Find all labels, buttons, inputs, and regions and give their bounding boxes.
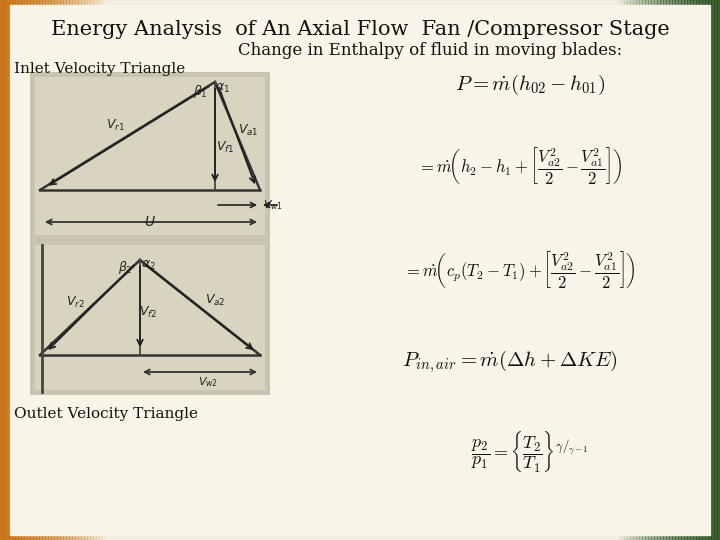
Text: Inlet Velocity Triangle: Inlet Velocity Triangle <box>14 62 185 76</box>
Bar <box>717 0 720 540</box>
Bar <box>639 0 642 540</box>
Text: $V_{w2}$: $V_{w2}$ <box>198 375 218 389</box>
Text: $V_{a2}$: $V_{a2}$ <box>204 293 225 308</box>
Bar <box>51 0 54 540</box>
Bar <box>15 0 18 540</box>
Text: Energy Analysis  of An Axial Flow  Fan /Compressor Stage: Energy Analysis of An Axial Flow Fan /Co… <box>50 20 670 39</box>
Bar <box>615 0 618 540</box>
Bar <box>39 0 42 540</box>
Bar <box>627 0 630 540</box>
Text: Outlet Velocity Triangle: Outlet Velocity Triangle <box>14 407 198 421</box>
Text: $\dfrac{p_2}{p_1} = \left\{\dfrac{T_2}{T_1}\right\}^{\gamma/_{\gamma-1}}$: $\dfrac{p_2}{p_1} = \left\{\dfrac{T_2}{T… <box>471 429 589 475</box>
Bar <box>3 0 6 540</box>
Bar <box>66 0 69 540</box>
Bar <box>35 77 265 235</box>
Bar <box>18 0 21 540</box>
Bar <box>654 0 657 540</box>
Bar <box>96 0 99 540</box>
Bar <box>693 0 696 540</box>
Bar <box>27 0 30 540</box>
Bar <box>6 0 9 540</box>
Text: $V_{f1}$: $V_{f1}$ <box>216 139 234 154</box>
Bar <box>75 0 78 540</box>
Text: $= \dot{m}\!\left( h_2 - h_1 + \left[\dfrac{V_{a2}^2}{2} - \dfrac{V_{a1}^2}{2}\r: $= \dot{m}\!\left( h_2 - h_1 + \left[\df… <box>418 145 622 186</box>
Text: $\beta_1$: $\beta_1$ <box>193 84 207 100</box>
Bar <box>657 0 660 540</box>
Text: $\alpha_1$: $\alpha_1$ <box>215 82 230 94</box>
Bar <box>678 0 681 540</box>
Bar <box>642 0 645 540</box>
Bar <box>669 0 672 540</box>
Bar <box>69 0 72 540</box>
Bar <box>699 0 702 540</box>
Bar <box>87 0 90 540</box>
Text: $V_{r2}$: $V_{r2}$ <box>66 294 84 309</box>
Bar <box>36 0 39 540</box>
Bar <box>696 0 699 540</box>
Bar <box>81 0 84 540</box>
Bar <box>618 0 621 540</box>
Bar <box>54 0 57 540</box>
Bar <box>636 0 639 540</box>
Bar <box>57 0 60 540</box>
Bar <box>35 245 265 390</box>
Bar <box>90 0 93 540</box>
Text: $V_{a1}$: $V_{a1}$ <box>238 123 258 138</box>
Bar <box>42 0 45 540</box>
Bar <box>690 0 693 540</box>
Text: Change in Enthalpy of fluid in moving blades:: Change in Enthalpy of fluid in moving bl… <box>238 42 622 59</box>
Bar <box>711 0 714 540</box>
Text: $V_{r1}$: $V_{r1}$ <box>106 117 125 132</box>
Bar <box>621 0 624 540</box>
Text: $U$: $U$ <box>144 215 156 229</box>
Bar <box>633 0 636 540</box>
Bar <box>30 0 33 540</box>
Bar <box>708 0 711 540</box>
Text: $V_{w1}$: $V_{w1}$ <box>263 198 283 212</box>
Bar <box>93 0 96 540</box>
Bar <box>651 0 654 540</box>
Bar <box>630 0 633 540</box>
Bar <box>645 0 648 540</box>
Bar <box>84 0 87 540</box>
Bar <box>45 0 48 540</box>
Bar <box>21 0 24 540</box>
Bar <box>687 0 690 540</box>
Bar <box>33 0 36 540</box>
Bar <box>681 0 684 540</box>
Bar <box>660 0 663 540</box>
Bar <box>624 0 627 540</box>
Bar <box>648 0 651 540</box>
Bar <box>12 0 15 540</box>
Bar <box>78 0 81 540</box>
Bar <box>666 0 669 540</box>
Bar <box>102 0 105 540</box>
Bar <box>663 0 666 540</box>
Text: $\beta_2$: $\beta_2$ <box>117 260 132 276</box>
Text: $= \dot{m}\!\left( c_p(T_2 - T_1)+\left[\dfrac{V_{a2}^2}{2} - \dfrac{V_{a1}^2}{2: $= \dot{m}\!\left( c_p(T_2 - T_1)+\left[… <box>404 249 636 291</box>
Bar <box>672 0 675 540</box>
Text: $\alpha_2$: $\alpha_2$ <box>140 259 156 272</box>
Bar <box>30 72 270 240</box>
Bar <box>684 0 687 540</box>
Text: $V_{f2}$: $V_{f2}$ <box>139 305 157 320</box>
Bar <box>99 0 102 540</box>
Bar <box>30 240 270 395</box>
Bar <box>63 0 66 540</box>
Bar <box>0 0 3 540</box>
Bar <box>714 0 717 540</box>
Text: $P = \dot{m}(h_{02} - h_{01})$: $P = \dot{m}(h_{02} - h_{01})$ <box>455 73 606 97</box>
Bar <box>705 0 708 540</box>
Bar <box>9 0 12 540</box>
Bar <box>675 0 678 540</box>
Bar <box>72 0 75 540</box>
Text: $P_{in,air} = \dot{m}(\Delta h + \Delta KE)$: $P_{in,air} = \dot{m}(\Delta h + \Delta … <box>402 348 618 375</box>
Bar <box>48 0 51 540</box>
Bar <box>702 0 705 540</box>
Bar <box>60 0 63 540</box>
Bar <box>24 0 27 540</box>
